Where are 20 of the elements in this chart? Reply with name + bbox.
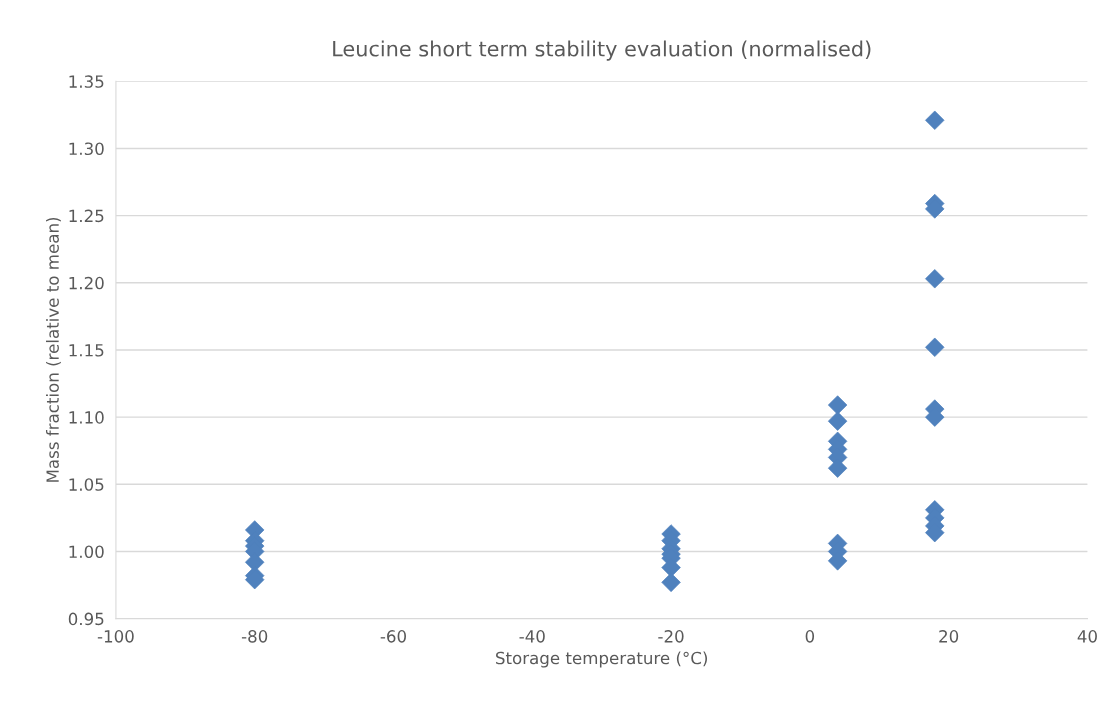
y-tick-label: 0.95 [68, 612, 104, 626]
y-tick-label: 1.20 [69, 276, 104, 290]
x-tick-label: 20 [939, 630, 959, 643]
chart-title: Leucine short term stability evaluation (normalised) [333, 40, 871, 61]
y-tick-label: 1.35 [69, 75, 104, 88]
y-axis-title: Mass fraction (relative to mean) [46, 217, 61, 482]
x-tick-label: -100 [97, 630, 134, 643]
x-tick-label: 0 [805, 630, 815, 643]
x-tick-label: -40 [519, 630, 545, 643]
y-tick-label: 1.30 [69, 142, 104, 156]
y-tick-label: 1.05 [69, 478, 104, 491]
x-tick-label: -60 [380, 630, 406, 643]
y-tick-label: 1.00 [69, 545, 104, 559]
y-tick-label: 1.25 [69, 209, 104, 223]
y-tick-label: 1.15 [69, 344, 104, 357]
x-tick-label: -20 [658, 630, 684, 643]
x-axis-title: Storage temperature (°C) [496, 651, 708, 668]
y-tick-label: 1.10 [69, 411, 104, 424]
x-tick-label: 40 [1077, 630, 1097, 643]
x-tick-label: -80 [241, 630, 268, 643]
